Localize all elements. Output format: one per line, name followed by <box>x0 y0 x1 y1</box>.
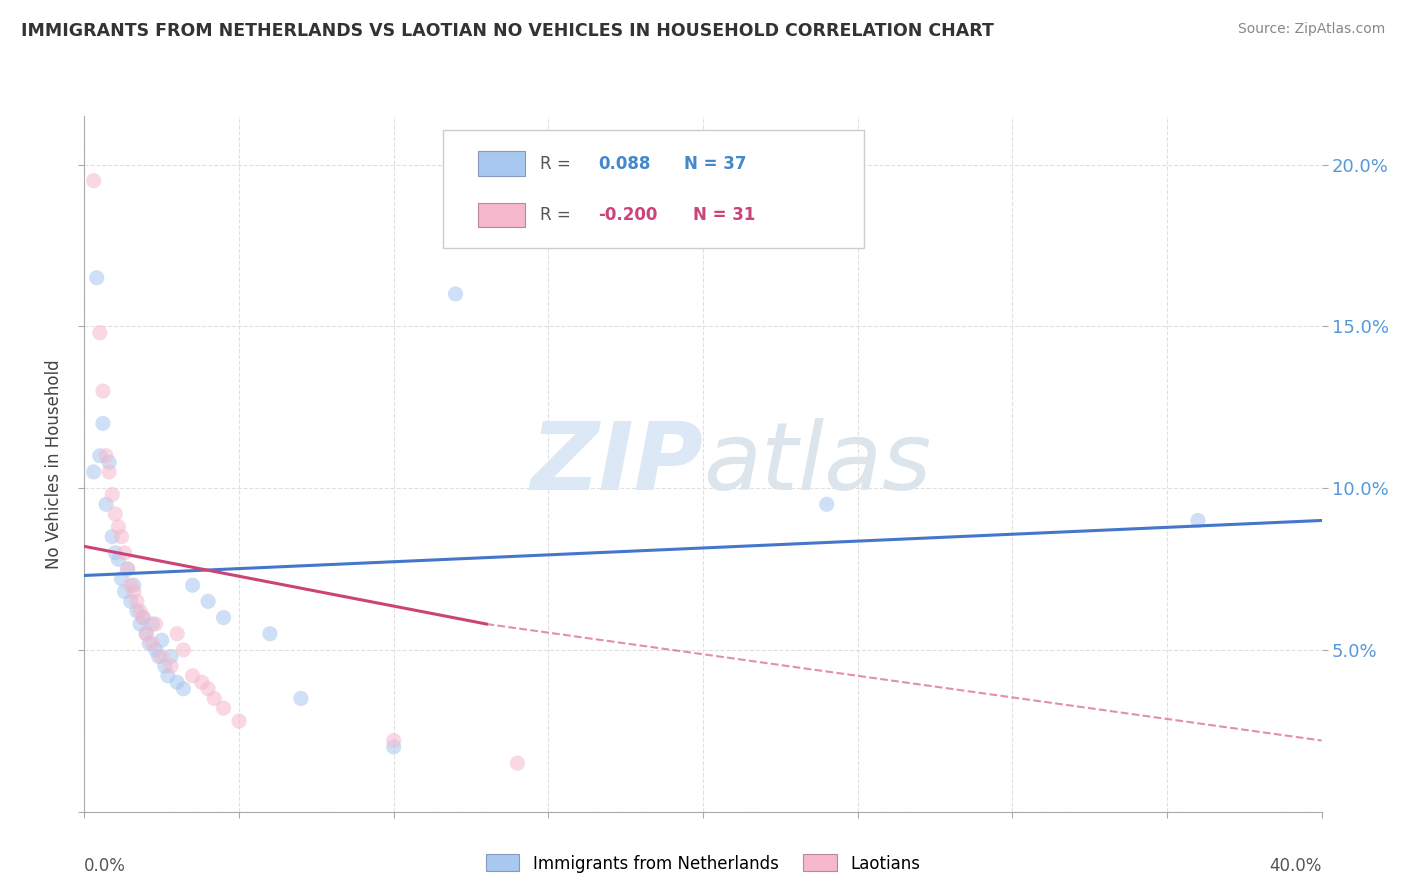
Bar <box>478 202 524 227</box>
Point <box>181 578 204 592</box>
Point <box>110 530 132 544</box>
Point <box>141 636 163 650</box>
Point <box>86 270 108 285</box>
Text: atlas: atlas <box>703 418 931 509</box>
Point <box>94 497 117 511</box>
Point <box>125 594 148 608</box>
Point <box>197 594 219 608</box>
Text: 0.0%: 0.0% <box>84 857 127 875</box>
Point <box>156 669 179 683</box>
Point <box>114 584 136 599</box>
Point <box>172 643 194 657</box>
Point <box>117 562 139 576</box>
Point <box>91 384 114 398</box>
Point <box>135 626 157 640</box>
Point <box>129 617 152 632</box>
Bar <box>478 152 524 176</box>
Point <box>125 604 148 618</box>
Point <box>212 701 235 715</box>
Point <box>145 643 167 657</box>
Point <box>89 326 111 340</box>
Point <box>202 691 225 706</box>
Text: Source: ZipAtlas.com: Source: ZipAtlas.com <box>1237 22 1385 37</box>
Point <box>122 578 145 592</box>
Point <box>110 572 132 586</box>
Point <box>94 449 117 463</box>
Text: ZIP: ZIP <box>530 417 703 510</box>
Point <box>150 633 173 648</box>
Point <box>91 417 114 431</box>
Point <box>212 610 235 624</box>
Point <box>132 610 155 624</box>
Point <box>166 675 188 690</box>
Point <box>172 681 194 696</box>
Point <box>290 691 312 706</box>
Point <box>129 604 152 618</box>
Text: N = 31: N = 31 <box>693 206 755 225</box>
Point <box>181 669 204 683</box>
Point <box>815 497 838 511</box>
Point <box>107 520 129 534</box>
Point <box>382 739 405 754</box>
Point <box>148 649 170 664</box>
Text: R =: R = <box>540 206 575 225</box>
Point <box>135 626 157 640</box>
Point <box>101 530 124 544</box>
FancyBboxPatch shape <box>443 130 863 248</box>
Text: R =: R = <box>540 155 575 173</box>
Point <box>101 487 124 501</box>
Point <box>89 449 111 463</box>
Point <box>120 578 142 592</box>
Y-axis label: No Vehicles in Household: No Vehicles in Household <box>45 359 63 569</box>
Point <box>166 626 188 640</box>
Legend: Immigrants from Netherlands, Laotians: Immigrants from Netherlands, Laotians <box>479 847 927 880</box>
Point <box>191 675 214 690</box>
Point <box>160 649 183 664</box>
Point <box>141 617 163 632</box>
Point <box>444 287 467 301</box>
Text: N = 37: N = 37 <box>685 155 747 173</box>
Text: 0.088: 0.088 <box>598 155 650 173</box>
Point <box>1187 513 1209 527</box>
Point <box>114 546 136 560</box>
Point <box>122 584 145 599</box>
Point <box>382 733 405 747</box>
Text: 40.0%: 40.0% <box>1270 857 1322 875</box>
Point <box>259 626 281 640</box>
Point <box>83 174 105 188</box>
Point <box>138 636 160 650</box>
Point <box>153 659 176 673</box>
Point <box>197 681 219 696</box>
Text: IMMIGRANTS FROM NETHERLANDS VS LAOTIAN NO VEHICLES IN HOUSEHOLD CORRELATION CHAR: IMMIGRANTS FROM NETHERLANDS VS LAOTIAN N… <box>21 22 994 40</box>
Point <box>107 552 129 566</box>
Point <box>506 756 529 771</box>
Point <box>98 455 121 469</box>
Point <box>132 610 155 624</box>
Point <box>98 465 121 479</box>
Text: -0.200: -0.200 <box>598 206 657 225</box>
Point <box>150 649 173 664</box>
Point <box>160 659 183 673</box>
Point <box>104 546 127 560</box>
Point <box>145 617 167 632</box>
Point <box>120 594 142 608</box>
Point <box>228 714 250 728</box>
Point <box>104 507 127 521</box>
Point <box>83 465 105 479</box>
Point <box>117 562 139 576</box>
